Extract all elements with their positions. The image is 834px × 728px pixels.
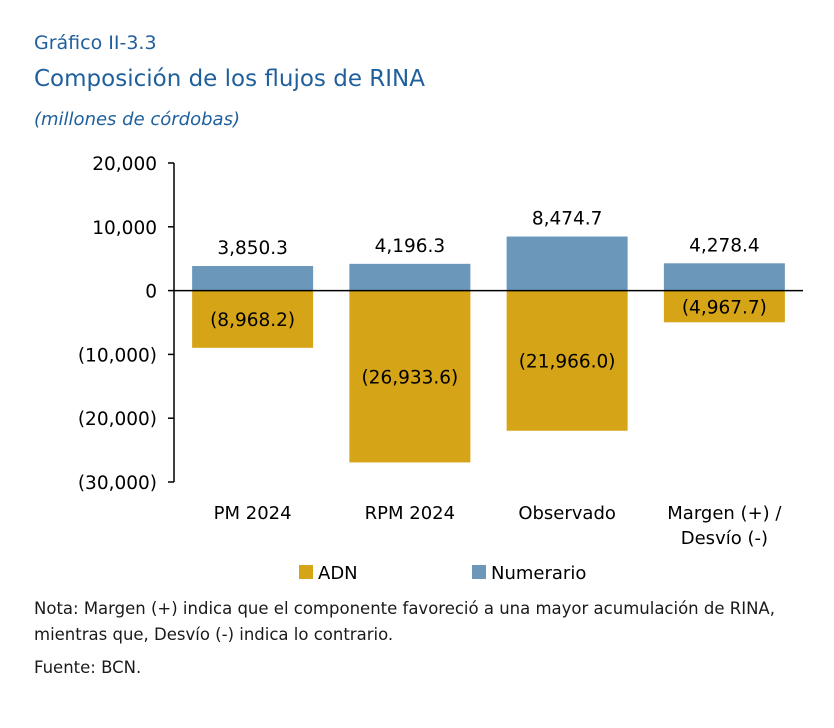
source-note: Fuente: BCN.: [34, 658, 142, 677]
bar-numerario: [506, 236, 628, 291]
legend-label: Numerario: [491, 563, 586, 584]
bar-numerario: [192, 266, 314, 291]
x-tick-label: Margen (+) /: [667, 503, 782, 524]
bar-adn: [506, 290, 628, 431]
bar-numerario: [663, 263, 785, 291]
footnote: Nota: Margen (+) indica que el component…: [34, 599, 775, 644]
data-label-adn: (21,966.0): [519, 352, 616, 373]
x-tick-label: PM 2024: [214, 503, 292, 524]
data-label-numerario: 3,850.3: [217, 238, 288, 259]
legend-swatch: [299, 565, 313, 579]
y-tick-label: 0: [145, 282, 157, 303]
x-tick-label: Observado: [518, 503, 616, 524]
y-tick-label: 20,000: [92, 154, 157, 175]
data-label-numerario: 4,278.4: [689, 235, 760, 256]
chart-number: Gráfico II-3.3: [34, 32, 157, 54]
bar-adn: [349, 290, 471, 463]
y-tick-label: (20,000): [78, 409, 157, 430]
x-tick-label: Desvío (-): [681, 528, 768, 549]
data-label-numerario: 4,196.3: [375, 236, 446, 257]
chart-title: Composición de los flujos de RINA: [34, 66, 425, 92]
data-label-adn: (8,968.2): [210, 310, 295, 331]
data-label-numerario: 8,474.7: [532, 209, 603, 230]
x-tick-label: RPM 2024: [365, 503, 455, 524]
bar-numerario: [349, 263, 471, 291]
bar-adn: [192, 290, 314, 348]
y-tick-label: (30,000): [78, 473, 157, 494]
stacked-bar-chart: 20,000 10,000 0 (10,000) (20,000) (30,000) 3,8…: [78, 154, 803, 584]
bar-adn: [663, 290, 785, 323]
y-tick-label: (10,000): [78, 345, 157, 366]
data-label-adn: (26,933.6): [361, 368, 458, 389]
chart-subtitle: (millones de córdobas): [34, 109, 240, 130]
data-label-adn: (4,967.7): [682, 298, 767, 319]
y-tick-label: 10,000: [92, 218, 157, 239]
legend-swatch: [472, 565, 486, 579]
legend-label: ADN: [318, 563, 358, 584]
